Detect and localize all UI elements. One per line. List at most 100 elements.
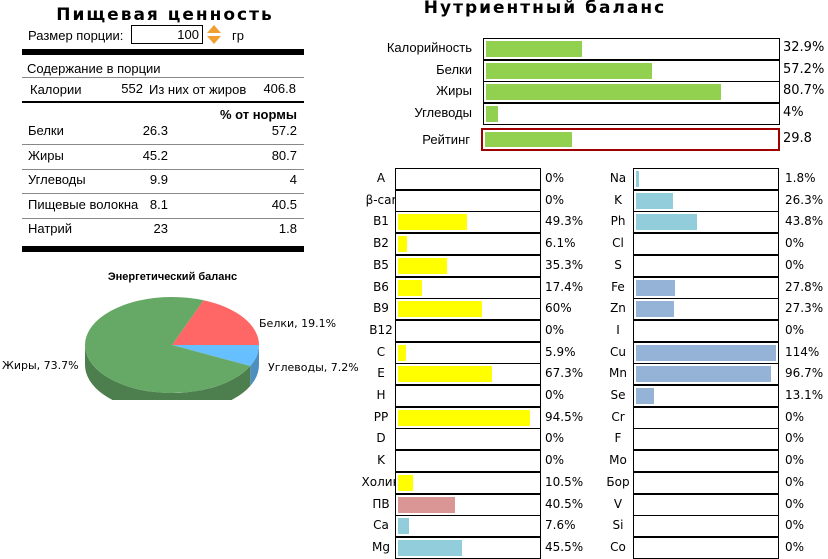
vitamins-bar-box bbox=[395, 406, 541, 429]
portion-label: Размер порции: bbox=[28, 28, 124, 43]
vitamins-pct: 7.6% bbox=[545, 518, 576, 533]
divider bbox=[22, 193, 304, 194]
balance-bar bbox=[486, 41, 582, 57]
minerals-label: S bbox=[614, 257, 622, 272]
minerals-label: I bbox=[616, 322, 620, 337]
vitamins-bar bbox=[398, 214, 468, 231]
divider bbox=[22, 246, 304, 252]
fat-calories-value: 406.8 bbox=[263, 81, 296, 96]
balance-bar-box bbox=[483, 81, 780, 103]
vitamins-label: B5 bbox=[373, 257, 389, 272]
minerals-pct: 0% bbox=[785, 474, 805, 489]
pie-side-Углеводы bbox=[250, 345, 259, 386]
nutrient-pct: 80.7 bbox=[271, 147, 297, 163]
divider bbox=[22, 144, 304, 145]
minerals-label: Cr bbox=[611, 409, 625, 424]
vitamins-bar-box bbox=[395, 471, 541, 494]
minerals-label: Cu bbox=[610, 344, 626, 359]
vitamins-bar-box bbox=[395, 363, 541, 386]
balance-label: Жиры bbox=[436, 83, 472, 98]
nutrient-name: Углеводы bbox=[28, 172, 86, 187]
portion-stepper[interactable] bbox=[206, 24, 222, 46]
minerals-pct: 0% bbox=[785, 453, 805, 468]
balance-label: Белки bbox=[436, 61, 472, 77]
vitamins-pct: 0% bbox=[545, 453, 565, 468]
vitamins-bar-box bbox=[395, 254, 541, 277]
minerals-label: F bbox=[614, 431, 622, 446]
vitamins-bar bbox=[398, 301, 482, 318]
vitamins-label: B2 bbox=[373, 236, 389, 251]
balance-bar bbox=[486, 105, 498, 122]
minerals-bar bbox=[636, 344, 776, 361]
vitamins-bar-box bbox=[395, 276, 541, 299]
pie-label-carbs: Углеводы, 7.2% bbox=[268, 361, 359, 374]
vitamins-bar-box bbox=[395, 428, 541, 451]
vitamins-label: D bbox=[376, 431, 386, 446]
minerals-bar-box bbox=[633, 515, 779, 538]
minerals-bar-box bbox=[633, 211, 779, 234]
pie-label-fat: Жиры, 73.7% bbox=[2, 359, 79, 372]
vitamins-bar-box bbox=[395, 211, 541, 234]
divider bbox=[22, 168, 304, 170]
minerals-pct: 0% bbox=[785, 496, 805, 511]
vitamins-bar-box bbox=[395, 233, 541, 256]
minerals-bar-box bbox=[633, 428, 779, 451]
minerals-bar-box bbox=[633, 276, 779, 299]
pie-slice-Жиры bbox=[85, 297, 251, 393]
balance-pct: 57.2% bbox=[783, 61, 825, 77]
minerals-pct: 96.7% bbox=[785, 366, 824, 381]
pie-slice-Белки bbox=[172, 300, 259, 345]
vitamins-bar bbox=[398, 474, 413, 491]
minerals-label: Fe bbox=[611, 279, 625, 294]
portion-unit: гр bbox=[232, 28, 244, 43]
nutrient-name: Белки bbox=[28, 123, 64, 138]
balance-bar-box bbox=[483, 102, 780, 125]
vitamins-bar-box bbox=[395, 515, 541, 538]
vitamins-label: β-car bbox=[365, 192, 397, 207]
rating-bar-box bbox=[481, 128, 780, 151]
vitamins-bar-box bbox=[395, 298, 541, 321]
portion-value: 100 bbox=[177, 27, 199, 42]
minerals-label: Ph bbox=[610, 214, 626, 229]
pie-title: Энергетический баланс bbox=[107, 271, 238, 283]
minerals-pct: 27.8% bbox=[785, 279, 824, 294]
balance-bar bbox=[486, 62, 653, 79]
minerals-pct: 43.8% bbox=[785, 214, 824, 229]
balance-pct: 4% bbox=[783, 104, 804, 120]
minerals-pct: 0% bbox=[785, 518, 805, 533]
vitamins-bar bbox=[398, 366, 493, 383]
vitamins-pct: 5.9% bbox=[545, 344, 576, 359]
minerals-label: Co bbox=[610, 539, 626, 554]
minerals-pct: 26.3% bbox=[785, 192, 824, 207]
minerals-bar-box bbox=[633, 233, 779, 256]
minerals-bar bbox=[636, 214, 698, 231]
minerals-bar-box bbox=[633, 254, 779, 277]
minerals-pct: 114% bbox=[785, 344, 820, 359]
minerals-bar-box bbox=[633, 319, 779, 342]
vitamins-label: B6 bbox=[373, 279, 389, 294]
vitamins-label: C bbox=[376, 344, 386, 359]
minerals-bar bbox=[636, 171, 639, 187]
vitamins-bar-box bbox=[395, 189, 541, 212]
portion-input[interactable]: 100 bbox=[131, 25, 203, 44]
minerals-bar-box bbox=[633, 298, 779, 321]
minerals-label: Si bbox=[612, 518, 624, 533]
vitamins-label: B12 bbox=[369, 322, 393, 337]
vitamins-pct: 0% bbox=[545, 322, 565, 337]
vitamins-bar-box bbox=[395, 493, 541, 516]
minerals-label: Zn bbox=[610, 301, 626, 316]
calories-value: 552 bbox=[121, 81, 143, 96]
minerals-label: Бор bbox=[606, 474, 630, 489]
nutrient-value: 45.2 bbox=[142, 147, 168, 163]
vitamins-bar-box bbox=[395, 385, 541, 407]
vitamins-bar bbox=[398, 539, 462, 556]
balance-pct: 32.9% bbox=[783, 40, 825, 55]
balance-bar-box bbox=[483, 38, 780, 60]
minerals-pct: 0% bbox=[785, 409, 805, 424]
vitamins-bar bbox=[398, 518, 409, 535]
vitamins-pct: 94.5% bbox=[545, 409, 584, 424]
divider bbox=[22, 49, 304, 55]
minerals-bar-box bbox=[633, 493, 779, 516]
rating-label: Рейтинг bbox=[422, 132, 470, 147]
vitamins-bar bbox=[398, 409, 531, 426]
